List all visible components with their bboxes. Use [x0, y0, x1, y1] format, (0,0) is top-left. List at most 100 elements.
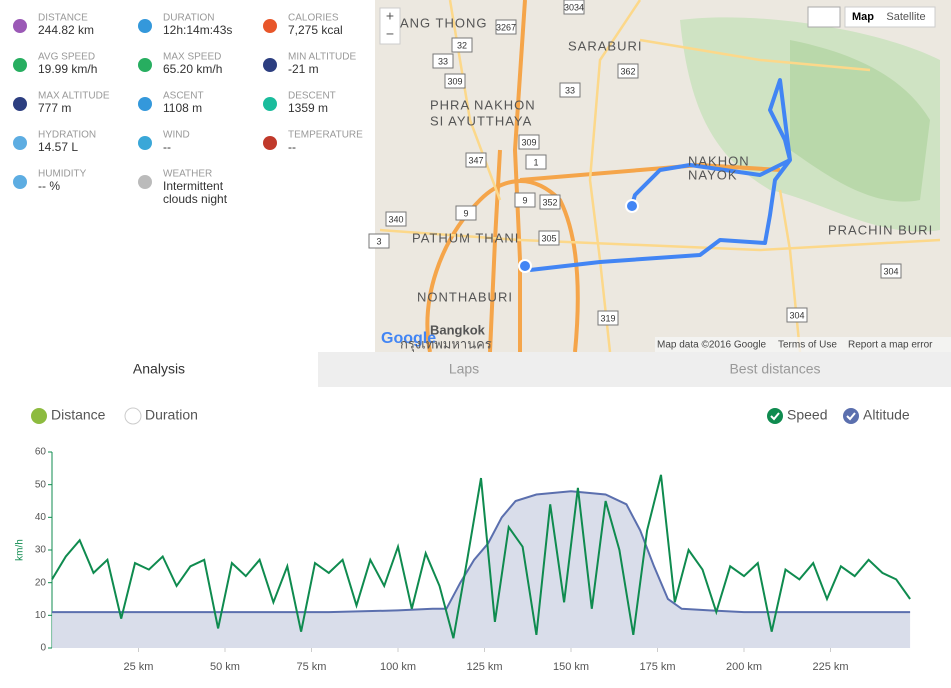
- zoom-control[interactable]: [379, 7, 401, 45]
- map-type-control[interactable]: [844, 6, 936, 28]
- y-tick-label: 0: [40, 643, 46, 654]
- map-label: NONTHABURI: [417, 289, 513, 304]
- legend-check-mark: [846, 412, 856, 421]
- stat-label: DESCENT: [288, 91, 336, 102]
- road-shield: [444, 73, 466, 89]
- road-shield: [563, 0, 585, 15]
- x-tick-label: 75 km: [297, 661, 327, 673]
- legend-swatch: [767, 408, 783, 424]
- attribution: Map data ©2016 Google: [657, 340, 767, 351]
- road-shield: [385, 211, 407, 227]
- map-label: ANG THONG: [400, 15, 488, 30]
- map-label: กรุงเทพมหานคร: [400, 336, 492, 352]
- legend-option[interactable]: Distance: [51, 407, 106, 423]
- speed-line: [51, 474, 911, 639]
- stat-label: WIND: [163, 130, 190, 141]
- tab[interactable]: Best distances: [729, 361, 820, 377]
- stat-label: AVG SPEED: [38, 52, 95, 63]
- x-tick-label: 200 km: [726, 661, 762, 673]
- altitude-area: [52, 491, 911, 648]
- road-shield: [539, 194, 561, 210]
- tab[interactable]: Laps: [449, 361, 479, 377]
- stat-icon: [263, 97, 277, 111]
- legend-check[interactable]: [31, 408, 47, 424]
- road-shield: [518, 134, 540, 150]
- stat-value: 7,275 kcal: [288, 23, 343, 37]
- attribution[interactable]: Terms of Use: [778, 340, 837, 351]
- stat-value: 65.20 km/h: [163, 62, 222, 76]
- forest-area: [790, 40, 930, 202]
- road-shield: [538, 230, 560, 246]
- y-tick-label: 20: [35, 577, 47, 588]
- y-tick-label: 50: [35, 479, 47, 490]
- stat-icon: [13, 97, 27, 111]
- road-number: 319: [600, 313, 615, 323]
- legend-check[interactable]: [124, 407, 142, 425]
- road-shield: [495, 19, 517, 35]
- satellite-button[interactable]: Satellite: [886, 11, 925, 23]
- stat-value: 19.99 km/h: [38, 62, 97, 76]
- road-number: 33: [565, 85, 575, 95]
- attribution[interactable]: Report a map error: [848, 340, 933, 351]
- road-number: 1: [533, 157, 538, 167]
- route: [529, 78, 792, 272]
- stat-icon: [138, 175, 152, 189]
- stat-value: 1359 m: [288, 101, 328, 115]
- stat-value: --: [288, 140, 296, 154]
- stat-label: MAX SPEED: [163, 52, 221, 63]
- fullscreen-button[interactable]: [807, 6, 841, 28]
- road-shield: [525, 154, 547, 170]
- stat-label: CALORIES: [288, 13, 339, 24]
- map-label: SI AYUTTHAYA: [430, 113, 532, 128]
- legend-label: Speed: [787, 407, 827, 423]
- legend-check-mark: [770, 412, 780, 421]
- road-number: 309: [447, 76, 462, 86]
- x-tick-label: 100 km: [380, 661, 416, 673]
- map-label: PRACHIN BURI: [828, 222, 933, 237]
- stat-icon: [138, 58, 152, 72]
- road-shield: [786, 307, 808, 323]
- zoom-in[interactable]: +: [386, 8, 394, 24]
- stat-value: Intermittent clouds night: [163, 179, 228, 206]
- stat-value: 244.82 km: [38, 23, 94, 37]
- road-number: 347: [468, 155, 483, 165]
- active-tab[interactable]: [0, 352, 318, 387]
- road-shield: [617, 63, 639, 79]
- map-label: SARABURI: [568, 38, 642, 53]
- stat-icon: [138, 136, 152, 150]
- stat-icon: [263, 19, 277, 33]
- map-label: PATHUM THANI: [412, 230, 519, 245]
- road-shield: [465, 152, 487, 168]
- road-shield: [514, 192, 536, 208]
- map-button[interactable]: Map: [852, 11, 874, 23]
- stat-label: MIN ALTITUDE: [288, 52, 356, 63]
- map-logo: Google: [381, 330, 436, 347]
- altitude-line: [52, 490, 911, 614]
- stat-icon: [138, 97, 152, 111]
- stat-value: --: [163, 140, 171, 154]
- stat-value: 1108 m: [163, 101, 202, 115]
- road-number: 304: [789, 310, 804, 320]
- road-number: 9: [463, 208, 468, 218]
- zoom-out[interactable]: −: [386, 26, 394, 42]
- y-tick-label: 40: [35, 512, 47, 523]
- y-tick-label: 30: [35, 545, 47, 556]
- road-shield: [597, 310, 619, 326]
- attribution-bar: [655, 337, 951, 352]
- stat-icon: [263, 58, 277, 72]
- map-label: Bangkok: [430, 322, 486, 337]
- legend-swatch: [843, 408, 859, 424]
- tab[interactable]: Analysis: [133, 361, 185, 377]
- road-number: 362: [620, 66, 635, 76]
- legend-option[interactable]: Duration: [145, 407, 198, 423]
- x-tick-label: 175 km: [639, 661, 675, 673]
- stat-label: DISTANCE: [38, 13, 88, 24]
- y-tick-label: 60: [35, 447, 47, 458]
- stat-label: HUMIDITY: [38, 169, 87, 180]
- stat-icon: [13, 58, 27, 72]
- stat-icon: [13, 136, 27, 150]
- stat-icon: [263, 136, 277, 150]
- stat-value: -- %: [38, 179, 60, 193]
- x-tick-label: 50 km: [210, 661, 240, 673]
- road-number: 309: [521, 137, 536, 147]
